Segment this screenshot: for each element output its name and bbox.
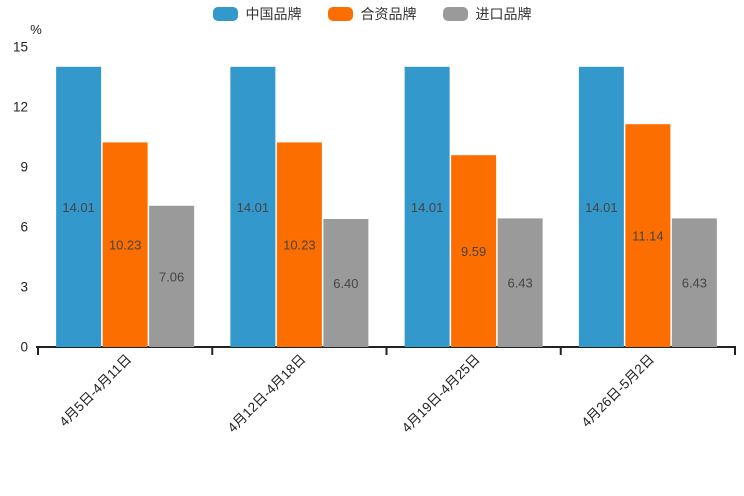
y-tick-label: 6: [20, 220, 28, 235]
bar-value-label: 10.23: [109, 238, 142, 253]
y-tick-label: 0: [20, 340, 28, 355]
legend-swatch-joint-venture-brand: [327, 7, 353, 21]
bar-3-1: [404, 66, 450, 348]
bar-4-1: [578, 66, 624, 348]
x-category-label: 4月5日-4月11日: [56, 352, 134, 430]
legend-swatch-import-brand: [442, 7, 468, 21]
bar-value-label: 11.14: [632, 229, 664, 244]
chart-legend: 中国品牌 合资品牌 进口品牌: [0, 7, 744, 21]
y-axis-unit-label: %: [30, 22, 42, 37]
bar-value-label: 6.40: [333, 276, 358, 291]
bar-value-label: 6.43: [682, 276, 707, 291]
bar-2-2: [276, 142, 322, 347]
bar-3-2: [451, 155, 497, 347]
bar-value-label: 14.01: [585, 200, 618, 215]
legend-item-import-brand[interactable]: 进口品牌: [442, 6, 532, 22]
legend-label-import-brand: 进口品牌: [475, 6, 532, 22]
x-category-label: 4月12日-4月18日: [225, 352, 309, 436]
bar-value-label: 9.59: [461, 244, 486, 259]
bar-value-label: 14.01: [411, 200, 444, 215]
bar-value-label: 7.06: [159, 269, 184, 284]
legend-label-joint-venture-brand: 合资品牌: [360, 6, 417, 22]
bar-value-label: 14.01: [62, 200, 95, 215]
bar-4-3: [671, 218, 717, 347]
y-tick-label: 15: [13, 40, 28, 55]
y-tick-label: 9: [20, 160, 28, 175]
bar-2-3: [323, 219, 369, 347]
x-category-label: 4月26日-5月2日: [578, 352, 657, 431]
bar-value-label: 10.23: [283, 238, 316, 253]
y-tick-label: 12: [13, 100, 28, 115]
bar-1-1: [56, 66, 102, 348]
bar-4-2: [625, 124, 671, 347]
legend-item-joint-venture-brand[interactable]: 合资品牌: [327, 6, 417, 22]
x-category-label: 4月19日-4月25日: [399, 352, 483, 436]
bar-1-3: [149, 205, 195, 347]
legend-swatch-china-brand: [212, 7, 238, 21]
legend-item-china-brand[interactable]: 中国品牌: [212, 6, 302, 22]
bar-value-label: 6.43: [507, 276, 532, 291]
bar-3-3: [497, 218, 543, 347]
bar-1-2: [102, 142, 148, 347]
legend-label-china-brand: 中国品牌: [245, 6, 302, 22]
bar-2-1: [230, 66, 276, 348]
bar-value-label: 14.01: [237, 200, 270, 215]
y-tick-label: 3: [20, 280, 28, 295]
